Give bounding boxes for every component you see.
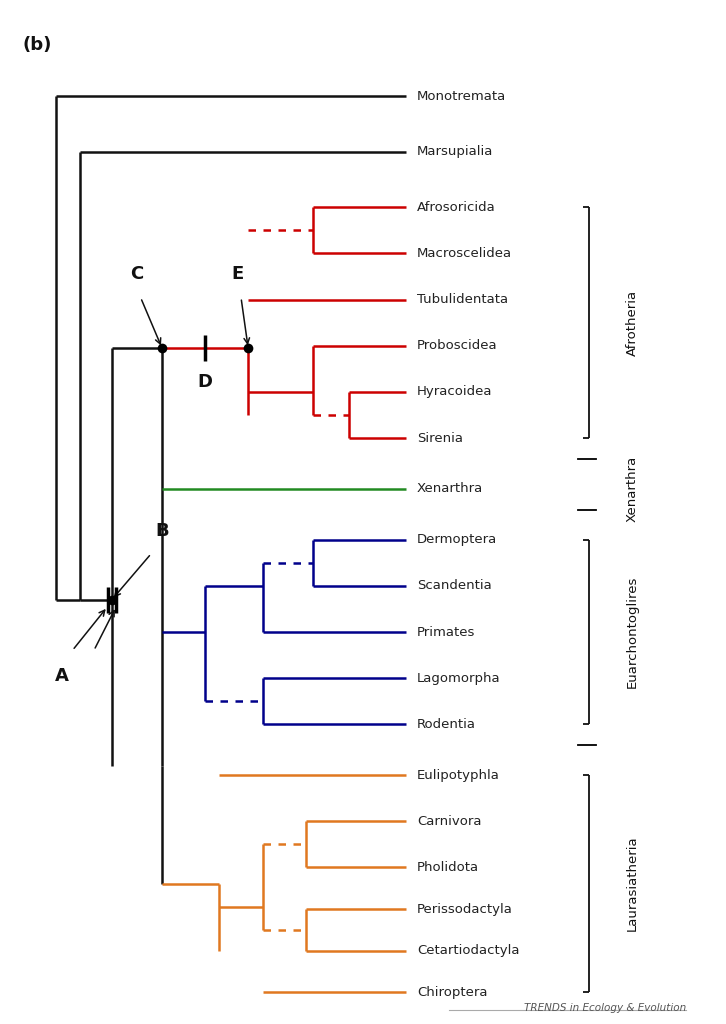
Text: Scandentia: Scandentia [417, 580, 492, 592]
Text: Primates: Primates [417, 626, 476, 639]
Text: Carnivora: Carnivora [417, 815, 481, 827]
Text: Xenarthra: Xenarthra [626, 456, 639, 522]
Text: Afrosoricida: Afrosoricida [417, 201, 496, 214]
Text: Euarchontoglires: Euarchontoglires [626, 575, 639, 688]
Text: Hyracoidea: Hyracoidea [417, 385, 492, 398]
Text: Pholidota: Pholidota [417, 861, 479, 873]
Text: Dermoptera: Dermoptera [417, 534, 497, 546]
Text: Lagomorpha: Lagomorpha [417, 672, 500, 685]
Text: Cetartiodactyla: Cetartiodactyla [417, 944, 519, 957]
Text: Xenarthra: Xenarthra [417, 482, 483, 496]
Text: (b): (b) [22, 37, 52, 54]
Text: C: C [130, 265, 144, 284]
Text: Eulipotyphla: Eulipotyphla [417, 769, 499, 781]
Text: Sirenia: Sirenia [417, 432, 463, 444]
Text: D: D [197, 374, 213, 391]
Text: Chiroptera: Chiroptera [417, 986, 487, 998]
Text: Marsupialia: Marsupialia [417, 145, 493, 159]
Text: A: A [54, 667, 68, 685]
Text: Tubulidentata: Tubulidentata [417, 293, 508, 306]
Text: Laurasiatheria: Laurasiatheria [626, 836, 639, 932]
Text: Afrotheria: Afrotheria [626, 290, 639, 355]
Text: Perissodactyla: Perissodactyla [417, 902, 513, 915]
Text: TRENDS in Ecology & Evolution: TRENDS in Ecology & Evolution [523, 1002, 686, 1013]
Text: Monotremata: Monotremata [417, 90, 506, 103]
Text: Proboscidea: Proboscidea [417, 339, 497, 352]
Text: Macroscelidea: Macroscelidea [417, 247, 512, 260]
Text: B: B [155, 521, 169, 540]
Text: E: E [232, 265, 243, 284]
Text: Rodentia: Rodentia [417, 718, 476, 731]
